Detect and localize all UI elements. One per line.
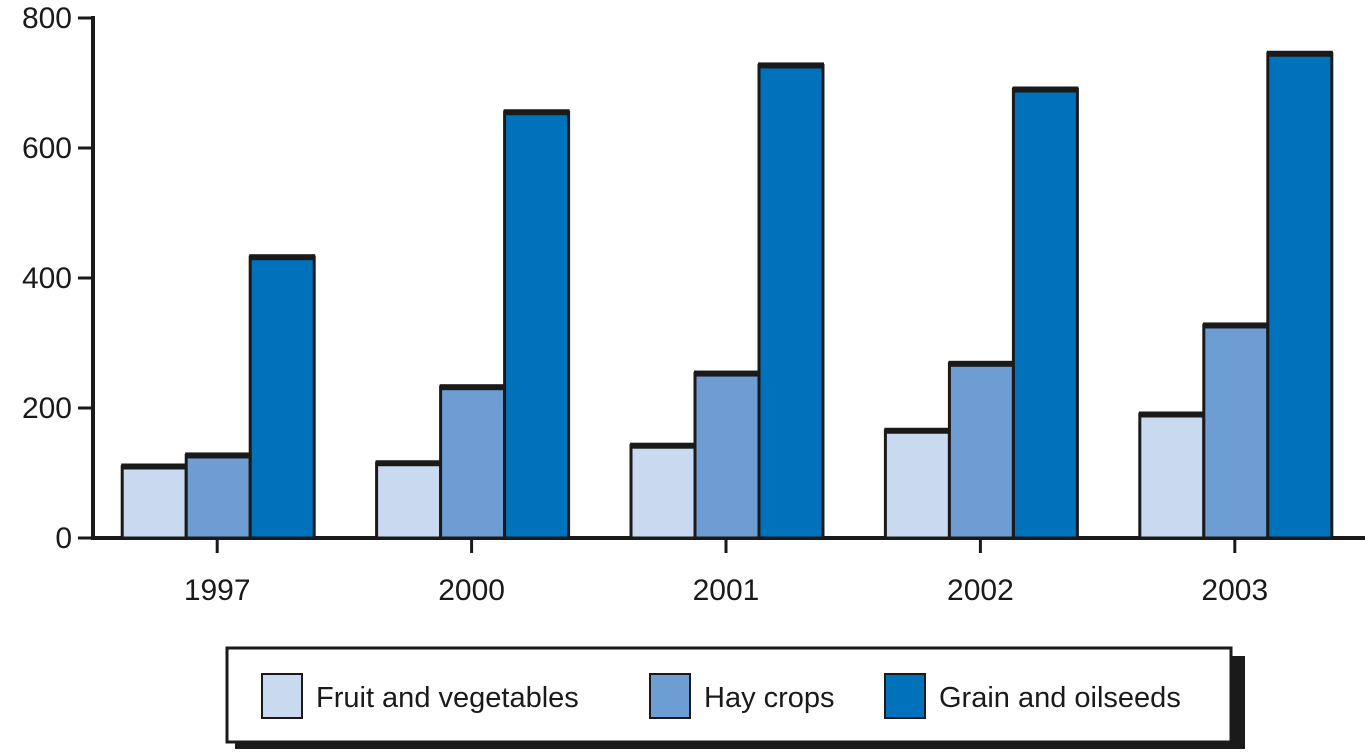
bar-hay-crops-2000: [439, 385, 507, 540]
bar-top-edge: [694, 370, 760, 377]
y-tick-label: 800: [22, 2, 72, 35]
bar-top-edge: [630, 442, 696, 449]
bar-fruit-and-vegetables-2000: [375, 461, 443, 540]
legend-label: Hay crops: [704, 682, 835, 714]
x-tick-label: 2002: [947, 574, 1014, 607]
x-tick-labels: 1997 2000 2001 2002 2003: [184, 538, 1268, 607]
y-tick-label: 200: [22, 392, 72, 425]
bar-top-edge: [503, 109, 570, 116]
bar-grain-and-oilseeds-2001: [757, 63, 825, 540]
bar-top-edge: [1266, 50, 1333, 57]
bars: [120, 50, 1334, 540]
legend-swatch: [649, 673, 691, 719]
legend-swatch: [884, 673, 926, 719]
bar-grain-and-oilseeds-2000: [503, 110, 571, 540]
bar-fruit-and-vegetables-2002: [883, 429, 951, 540]
bar-grain-and-oilseeds-2003: [1266, 52, 1334, 540]
bar-top-edge: [948, 360, 1015, 367]
legend-box: [225, 646, 1233, 744]
legend-swatch: [261, 673, 303, 719]
bar-top-edge: [185, 452, 252, 459]
bar-hay-crops-2002: [947, 362, 1015, 540]
bar-grain-and-oilseeds-2002: [1011, 88, 1079, 540]
legend: Fruit and vegetables Hay crops Grain and o…: [225, 646, 1245, 749]
bar-grain-and-oilseeds-1997: [248, 255, 316, 540]
bar-fruit-and-vegetables-1997: [120, 465, 188, 540]
y-tick-label: 600: [22, 132, 72, 165]
bar-fruit-and-vegetables-2001: [629, 444, 697, 540]
legend-items: Fruit and vegetables Hay crops Grain and o…: [261, 673, 1181, 719]
bar-hay-crops-2001: [693, 372, 761, 540]
bar-top-edge: [758, 62, 824, 69]
y-tick-labels: 0 200 400 600 800: [22, 2, 93, 555]
x-tick-label: 2001: [693, 574, 760, 607]
bar-top-edge: [121, 463, 188, 470]
x-tick-label: 1997: [184, 574, 251, 607]
x-tick-label: 2003: [1201, 574, 1268, 607]
legend-label: Grain and oilseeds: [939, 682, 1181, 714]
bar-hay-crops-2003: [1202, 323, 1270, 540]
bar-top-edge: [1202, 322, 1269, 329]
y-tick-label: 400: [22, 262, 72, 295]
bar-top-edge: [439, 384, 506, 391]
bar-top-edge: [884, 427, 951, 434]
bar-hay-crops-1997: [184, 453, 252, 540]
bar-top-edge: [249, 254, 316, 261]
y-tick-label: 0: [55, 522, 72, 555]
legend-label: Fruit and vegetables: [316, 682, 579, 714]
x-tick-label: 2000: [438, 574, 505, 607]
bar-top-edge: [375, 460, 442, 467]
bar-top-edge: [1012, 86, 1079, 93]
bar-top-edge: [1138, 411, 1205, 418]
bar-fruit-and-vegetables-2003: [1138, 413, 1206, 540]
